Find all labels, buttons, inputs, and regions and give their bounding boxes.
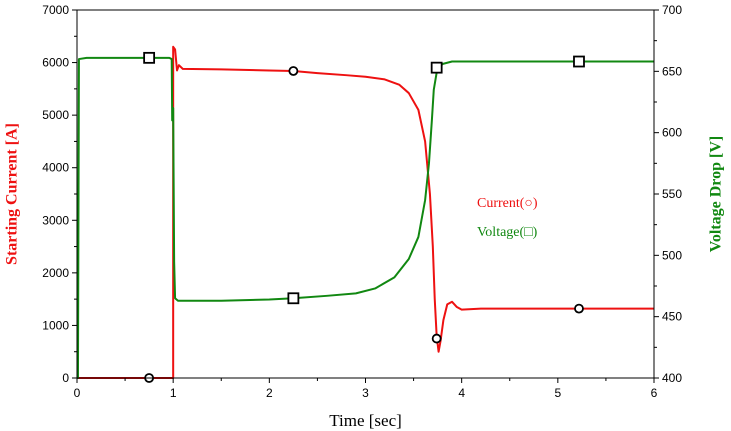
current-series-line bbox=[77, 45, 654, 379]
x-tick-label: 2 bbox=[266, 386, 273, 400]
y-right-tick-label: 400 bbox=[662, 371, 682, 385]
x-tick-label: 0 bbox=[74, 386, 81, 400]
y-right-axis-title: Voltage Drop [V] bbox=[708, 136, 725, 252]
legend-voltage-label: Voltage(□) bbox=[477, 225, 538, 240]
current-point-marker bbox=[288, 66, 299, 76]
voltage-point-marker bbox=[287, 292, 300, 305]
series-layer bbox=[76, 45, 654, 379]
x-tick-label: 4 bbox=[458, 386, 465, 400]
x-tick-label: 6 bbox=[651, 386, 658, 400]
y-right-tick-label: 600 bbox=[662, 126, 682, 140]
y-right-tick-label: 700 bbox=[662, 3, 682, 17]
y-left-tick-label: 1000 bbox=[42, 318, 69, 332]
voltage-point-marker bbox=[430, 61, 443, 74]
y-left-tick-label: 7000 bbox=[42, 3, 69, 17]
y-left-tick-label: 2000 bbox=[42, 266, 69, 280]
current-point-marker bbox=[431, 333, 442, 344]
voltage-series-line bbox=[76, 56, 654, 379]
voltage-point-marker bbox=[143, 51, 156, 64]
marker-layer bbox=[143, 51, 585, 383]
y-right-tick-label: 650 bbox=[662, 64, 682, 78]
x-axis-title: Time [sec] bbox=[329, 411, 402, 430]
voltage-point-marker bbox=[573, 55, 585, 68]
y-left-tick-label: 3000 bbox=[42, 213, 69, 227]
plot-frame bbox=[76, 9, 655, 379]
y-left-tick-label: 5000 bbox=[42, 108, 69, 122]
y-right-tick-label: 550 bbox=[662, 187, 682, 201]
legend-current-label: Current(○) bbox=[477, 196, 538, 211]
x-tick-label: 3 bbox=[362, 386, 369, 400]
current-point-marker bbox=[574, 303, 584, 314]
y-left-tick-label: 4000 bbox=[42, 161, 69, 175]
y-right-tick-label: 450 bbox=[662, 310, 682, 324]
y-left-tick-label: 0 bbox=[62, 371, 69, 385]
y-right-tick-label: 500 bbox=[662, 248, 682, 262]
x-tick-label: 1 bbox=[170, 386, 177, 400]
y-left-axis-title: Starting Current [A] bbox=[4, 123, 21, 265]
tick-layer: 0 1 2 3 4 5 6 0 1000 2000 3000 4000 5000 6000 7000 400 4… bbox=[42, 3, 682, 400]
y-left-tick-label: 6000 bbox=[42, 56, 69, 70]
x-tick-label: 5 bbox=[554, 386, 561, 400]
